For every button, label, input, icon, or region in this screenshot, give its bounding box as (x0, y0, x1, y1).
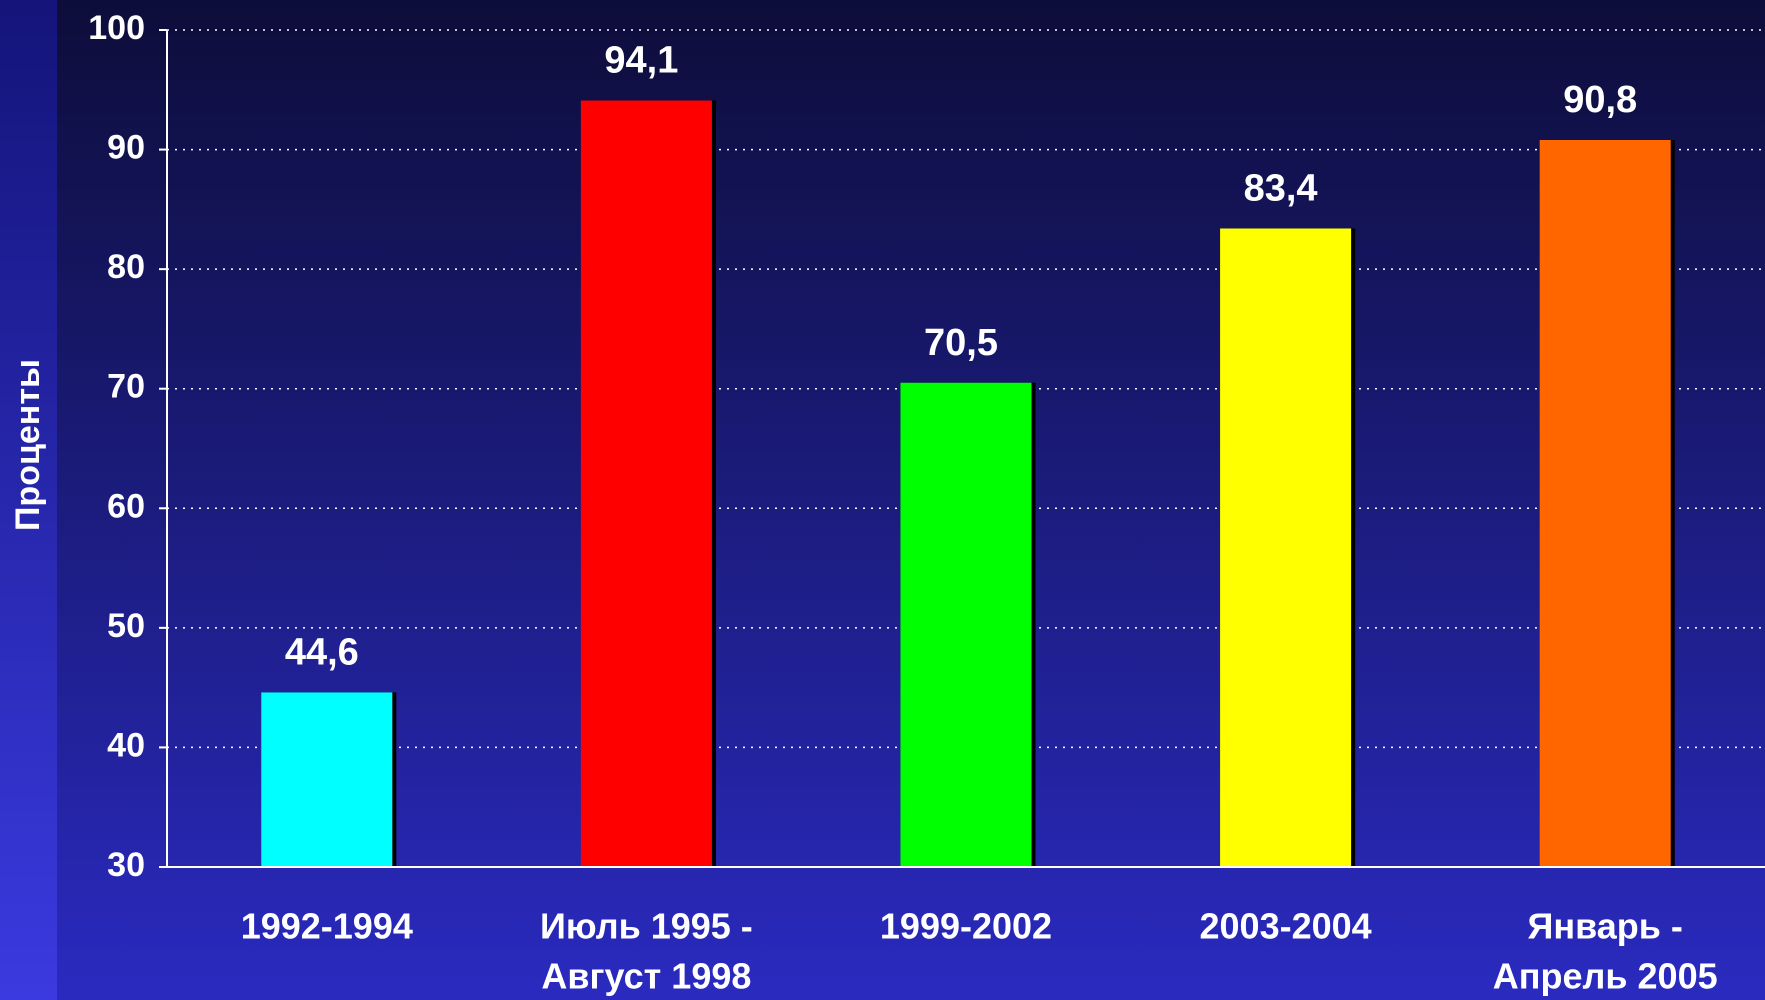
bar (580, 100, 712, 868)
y-tick-label: 30 (107, 846, 145, 884)
x-tick-label: Июль 1995 - (540, 906, 753, 947)
value-label: 44,6 (285, 631, 359, 673)
x-tick-label: 1999-2002 (880, 906, 1052, 947)
y-tick-label: 70 (107, 368, 145, 406)
x-tick-label: Август 1998 (541, 956, 751, 997)
bar (1539, 140, 1671, 867)
y-tick-label: 60 (107, 487, 145, 525)
bar (900, 382, 1032, 867)
y-tick-label: 40 (107, 726, 145, 764)
x-tick-label: Апрель 2005 (1493, 956, 1718, 997)
value-label: 94,1 (604, 40, 678, 82)
y-tick-label: 90 (107, 129, 145, 167)
value-label: 83,4 (1244, 168, 1318, 210)
y-tick-label: 50 (107, 607, 145, 645)
y-axis-label: Проценты (9, 359, 47, 531)
x-tick-label: Январь - (1527, 906, 1682, 947)
x-tick-label: 1992-1994 (241, 906, 413, 947)
bar (261, 692, 393, 867)
x-tick-label: 2003-2004 (1200, 906, 1372, 947)
value-label: 90,8 (1563, 79, 1637, 121)
y-tick-label: 100 (88, 9, 145, 47)
y-tick-label: 80 (107, 248, 145, 286)
value-label: 70,5 (924, 322, 998, 364)
bar (1220, 228, 1352, 867)
side-strip (0, 0, 57, 1000)
